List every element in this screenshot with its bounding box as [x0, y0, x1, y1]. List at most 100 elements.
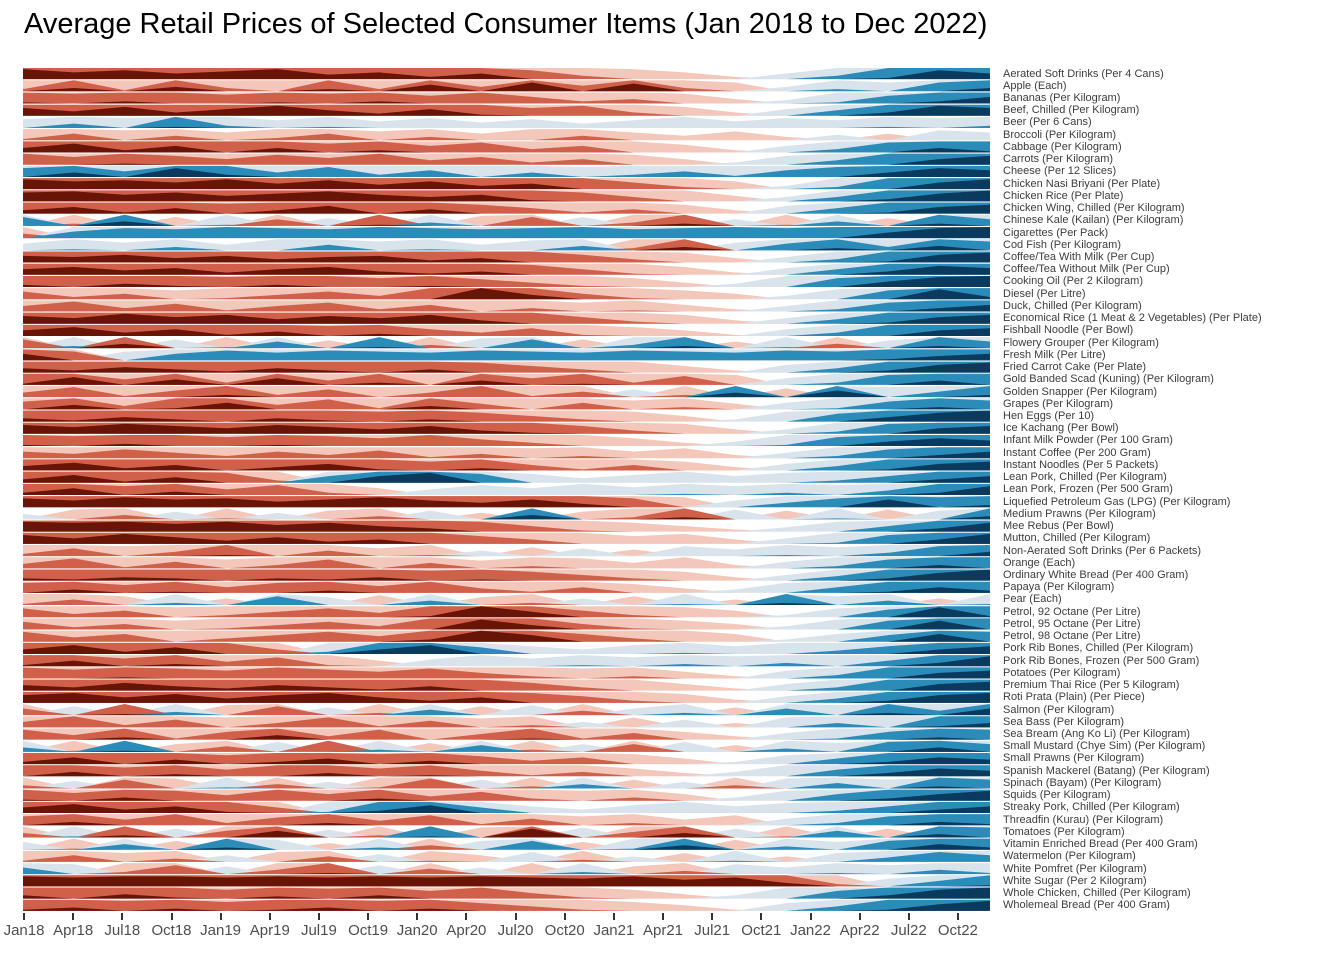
horizon-row [23, 642, 990, 654]
horizon-band [23, 313, 990, 324]
horizon-band [23, 129, 990, 141]
horizon-band [23, 814, 990, 826]
horizon-band [23, 239, 990, 251]
horizon-band [23, 655, 990, 667]
item-label: Broccoli (Per Kilogram) [1003, 128, 1117, 141]
horizon-band [23, 863, 990, 875]
horizon-band [23, 474, 990, 483]
horizon-band [23, 92, 990, 104]
horizon-band [23, 740, 990, 752]
horizon-band [23, 101, 990, 104]
horizon-band [23, 704, 990, 716]
x-axis-tick-label: Apr19 [249, 922, 290, 939]
horizon-band [23, 558, 990, 569]
horizon-band [23, 708, 990, 716]
horizon-row [23, 630, 990, 642]
horizon-band [23, 423, 990, 434]
horizon-row [23, 104, 990, 116]
horizon-band [23, 343, 990, 349]
item-label: Ice Kachang (Per Bowl) [1003, 422, 1119, 435]
horizon-band [23, 655, 990, 667]
item-label-column: Aerated Soft Drinks (Per 4 Cans) Apple (E… [1003, 68, 1343, 912]
horizon-band [23, 887, 990, 899]
item-label: Instant Noodles (Per 5 Packets) [1003, 458, 1159, 471]
horizon-band [23, 410, 990, 422]
item-label: Squids (Per Kilogram) [1003, 789, 1111, 802]
horizon-band [23, 876, 990, 887]
x-axis-tick-label: Oct22 [937, 922, 978, 939]
horizon-band [23, 704, 990, 716]
horizon-row [23, 386, 990, 398]
horizon-band [23, 165, 990, 177]
horizon-band [23, 894, 990, 899]
horizon-band [23, 618, 990, 630]
horizon-band [23, 497, 990, 508]
x-axis-tick [514, 913, 517, 920]
horizon-band [23, 353, 990, 361]
horizon-band [23, 288, 990, 300]
horizon-band [23, 70, 990, 80]
horizon-row [23, 190, 990, 202]
horizon-row [23, 520, 990, 532]
item-label: Roti Prata (Plain) (Per Piece) [1003, 691, 1145, 704]
x-axis-tick [367, 913, 370, 920]
horizon-row [23, 227, 990, 239]
item-label: Small Mustard (Chye Sim) (Per Kilogram) [1003, 740, 1206, 753]
horizon-row [23, 288, 990, 300]
horizon-row [23, 214, 990, 226]
horizon-row [23, 349, 990, 361]
horizon-band [23, 642, 990, 654]
horizon-band [23, 422, 990, 434]
item-label: Lean Pork, Frozen (Per 500 Gram) [1003, 483, 1173, 496]
item-label: Beef, Chilled (Per Kilogram) [1003, 104, 1140, 117]
item-label: Vitamin Enriched Bread (Per 400 Gram) [1003, 838, 1198, 851]
horizon-band [23, 875, 990, 887]
horizon-band [23, 471, 990, 483]
horizon-row [23, 618, 990, 630]
horizon-band [23, 577, 990, 581]
horizon-band [23, 449, 990, 459]
item-label: Cigarettes (Per Pack) [1003, 226, 1109, 239]
horizon-plot [23, 68, 990, 911]
horizon-band [23, 801, 990, 813]
item-label: Premium Thai Rice (Per 5 Kilogram) [1003, 679, 1180, 692]
horizon-band [23, 557, 990, 569]
horizon-band [23, 163, 990, 165]
item-label: Pork Rib Bones, Frozen (Per 500 Gram) [1003, 654, 1200, 667]
horizon-row [23, 251, 990, 263]
horizon-band [23, 221, 990, 226]
horizon-band [23, 394, 990, 398]
item-label: Grapes (Per Kilogram) [1003, 397, 1114, 410]
horizon-row [23, 129, 990, 141]
horizon-band [23, 545, 990, 557]
horizon-row [23, 826, 990, 838]
horizon-band [23, 141, 990, 153]
item-label: Orange (Each) [1003, 556, 1076, 569]
horizon-band [23, 483, 990, 495]
horizon-row [23, 178, 990, 190]
item-label: Whole Chicken, Chilled (Per Kilogram) [1003, 887, 1191, 900]
horizon-band [23, 499, 990, 508]
horizon-band [23, 757, 990, 765]
item-label: Tomatoes (Per Kilogram) [1003, 825, 1125, 838]
horizon-band [23, 887, 990, 899]
horizon-band [23, 786, 990, 789]
horizon-row [23, 789, 990, 801]
x-axis-tick-label: Jan20 [396, 922, 438, 939]
x-axis-tick [858, 913, 861, 920]
horizon-band [23, 288, 990, 300]
horizon-band [23, 682, 990, 691]
horizon-row [23, 202, 990, 214]
horizon-band [23, 483, 990, 495]
item-label: White Sugar (Per 2 Kilogram) [1003, 874, 1147, 887]
horizon-band [23, 765, 990, 777]
horizon-band [23, 434, 990, 447]
horizon-band [23, 752, 990, 765]
horizon-row [23, 752, 990, 765]
horizon-row [23, 801, 990, 813]
horizon-band [23, 533, 990, 544]
item-label: Diesel (Per Litre) [1003, 287, 1086, 300]
item-label: Flowery Grouper (Per Kilogram) [1003, 336, 1159, 349]
x-axis-tick-label: Apr21 [642, 922, 684, 939]
item-label: Hen Eggs (Per 10) [1003, 409, 1095, 422]
